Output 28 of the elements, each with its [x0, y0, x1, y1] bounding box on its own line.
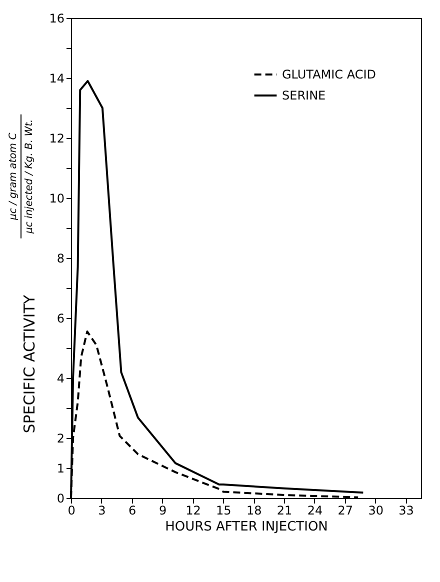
y-tick-label: 1 — [56, 462, 64, 476]
y-axis-title: SPECIFIC ACTIVITY — [20, 294, 38, 434]
legend-label: GLUTAMIC ACID — [282, 68, 376, 82]
x-tick-label: 24 — [307, 504, 323, 518]
text: μc / gram atom C — [8, 132, 19, 221]
y-tick-label: 16 — [49, 12, 64, 26]
y-tick-label: 4 — [56, 372, 64, 386]
text: μc injected / Kg. B. Wt. — [24, 119, 35, 234]
x-tick-label: 18 — [246, 504, 262, 518]
x-tick-label: 33 — [398, 504, 414, 518]
x-tick-label: 6 — [128, 504, 136, 518]
x-tick-label: 15 — [216, 504, 232, 518]
y-tick-label: 2 — [56, 432, 64, 446]
x-tick-label: 27 — [338, 504, 354, 518]
y-tick-label: 14 — [49, 72, 64, 86]
y-tick-label: 12 — [49, 132, 64, 146]
x-tick-label: 3 — [98, 504, 106, 518]
x-tick-label: 12 — [186, 504, 201, 518]
y-tick-label: 8 — [56, 252, 64, 266]
legend-label: SERINE — [282, 88, 326, 102]
y-tick-label: 6 — [56, 312, 64, 326]
x-tick-label: 30 — [368, 504, 384, 518]
y-tick-label: 0 — [56, 492, 64, 506]
y-tick-label: 10 — [49, 192, 64, 206]
x-tick-label: 21 — [276, 504, 292, 518]
x-tick-label: 9 — [158, 504, 167, 518]
x-axis-title: HOURS AFTER INJECTION — [165, 520, 328, 534]
x-tick-label: 0 — [68, 504, 76, 518]
